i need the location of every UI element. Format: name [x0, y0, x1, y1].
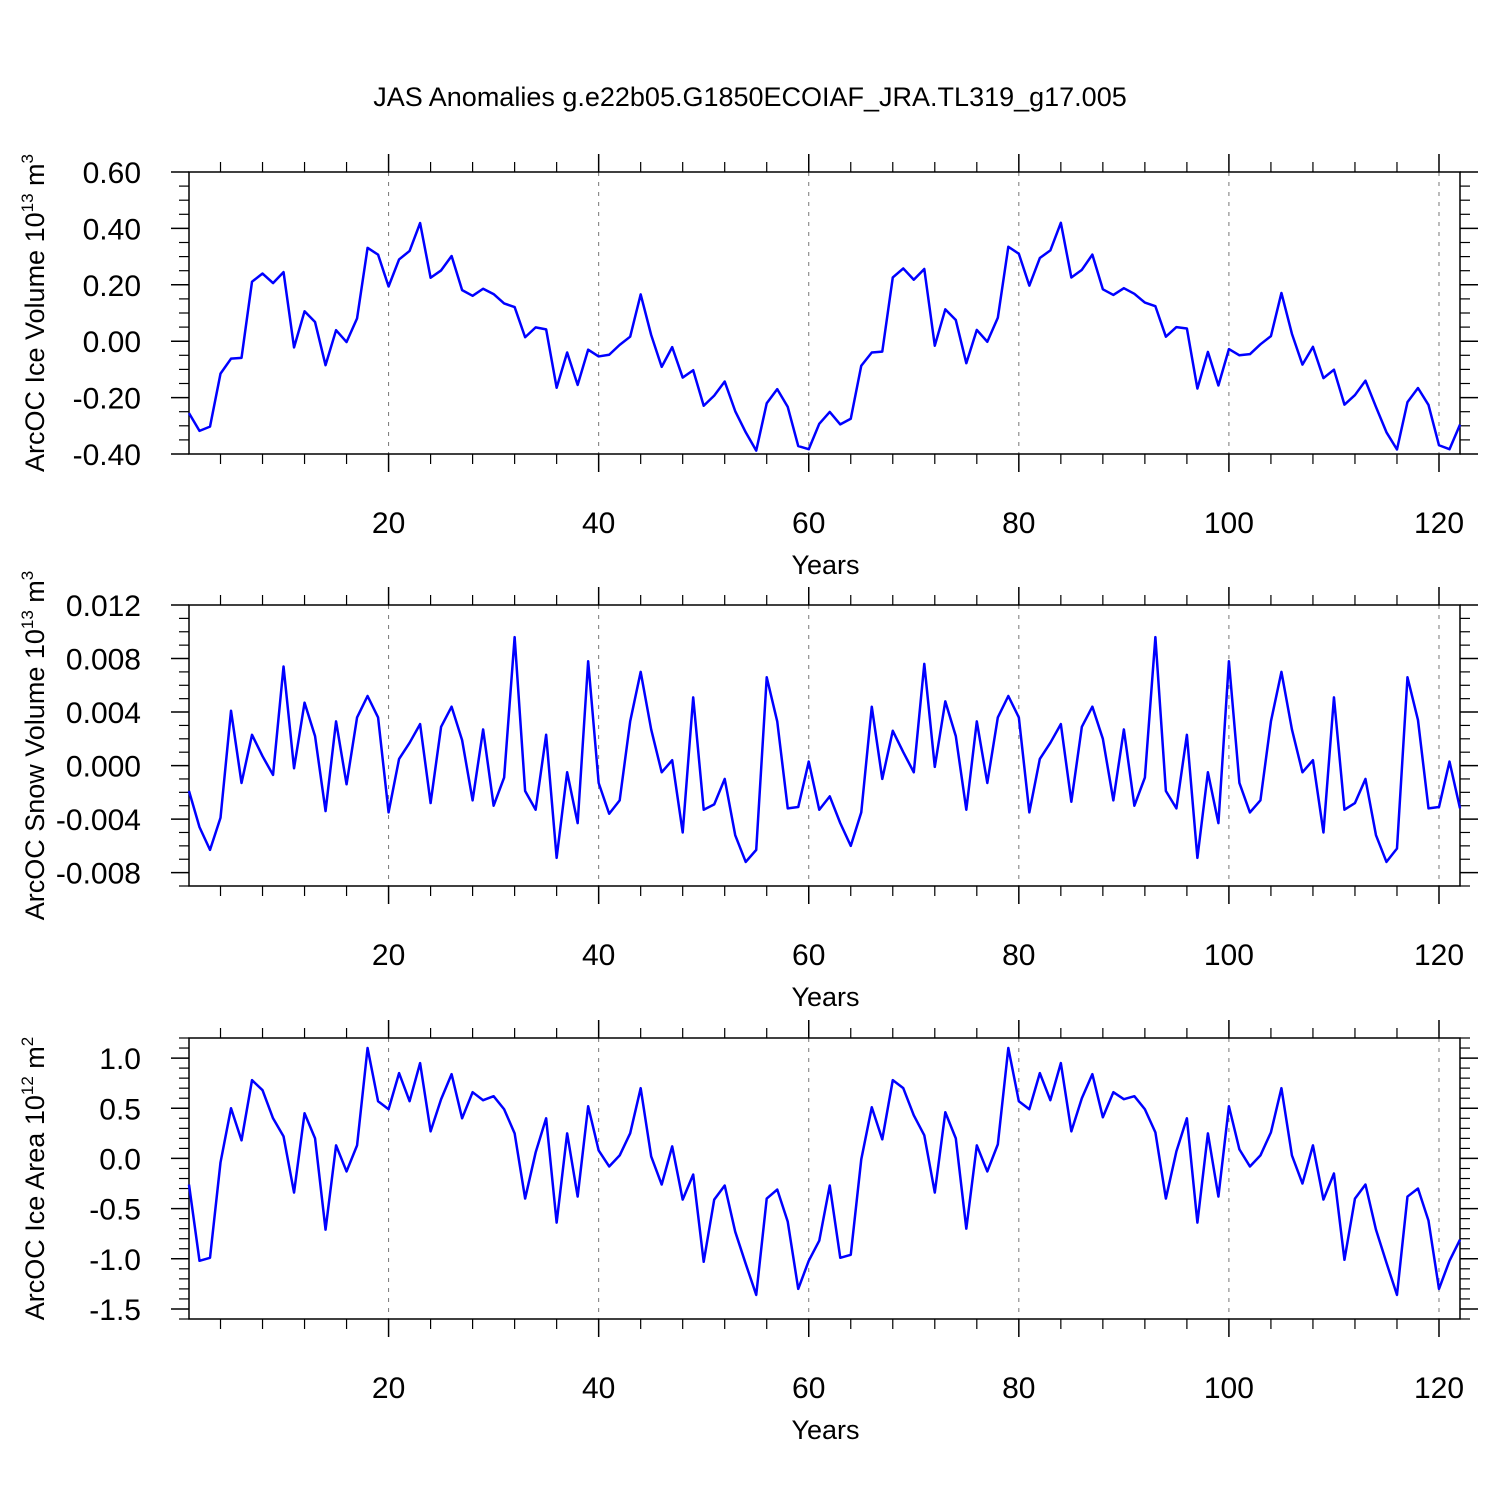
y-tick-label: 0.00 [83, 326, 141, 359]
series-line-ice-area [187, 1046, 1462, 1297]
x-tick-label: 60 [792, 507, 825, 540]
y-axis-label-main: ArcOC Snow Volume 10 [20, 629, 50, 920]
panel-ice-area: 20 40 60 80 100 120 -1.5 -1.0 -0.5 0.0 0.5 1.0 Years… [18, 1020, 1478, 1445]
y-tick-label: -1.5 [89, 1294, 141, 1327]
plot-frame [188, 171, 1461, 455]
x-tick-label: 20 [372, 507, 405, 540]
y-tick-label: -0.20 [73, 383, 141, 416]
y-tick-label: 0.20 [83, 270, 141, 303]
panel-snow-volume: 20 40 60 80 100 120 -0.008 -0.004 0.000 0.004 0.00… [18, 571, 1478, 1012]
y-tick-label: -0.004 [56, 804, 141, 837]
x-tick-label: 60 [792, 1372, 825, 1405]
y-tick-label: -1.0 [89, 1244, 141, 1277]
y-tick-label: 1.0 [99, 1043, 141, 1076]
y-tick-label: 0.60 [83, 157, 141, 190]
x-tick-label: 40 [582, 507, 615, 540]
y-tick-label: 0.000 [66, 751, 141, 784]
y-axis-label-unit: m [20, 163, 50, 193]
plot-frame [188, 1037, 1461, 1320]
x-axis-label: Years [791, 550, 859, 580]
y-tick-label: -0.008 [56, 858, 141, 891]
y-axis-label-unit: m [20, 1046, 50, 1076]
series-line-ice-volume [187, 221, 1462, 452]
y-axis-label-exp: 13 [18, 193, 37, 212]
x-tick-label: 80 [1002, 1372, 1035, 1405]
y-tick-label: 0.0 [99, 1143, 141, 1176]
y-tick-label: 0.004 [66, 697, 141, 730]
x-tick-label: 80 [1002, 939, 1035, 972]
y-axis-label-unit: m [20, 580, 50, 610]
chart-title: JAS Anomalies g.e22b05.G1850ECOIAF_JRA.T… [373, 82, 1126, 112]
y-tick-label: 0.012 [66, 590, 141, 623]
series-line-snow-volume [187, 635, 1462, 864]
y-axis-label: ArcOC Snow Volume 1013 m3 [18, 571, 50, 921]
x-tick-label: 100 [1204, 507, 1254, 540]
y-axis-label-unit-exp: 3 [18, 154, 37, 163]
y-tick-label: -0.5 [89, 1194, 141, 1227]
y-axis-label-main: ArcOC Ice Volume 10 [20, 212, 50, 472]
panel-ice-volume: 20 40 60 80 100 120 -0.40 -0.20 0.00 0.20 0.40 0.60… [18, 154, 1478, 580]
x-tick-label: 40 [582, 1372, 615, 1405]
x-tick-label: 100 [1204, 1372, 1254, 1405]
plot-frame [188, 604, 1461, 887]
x-tick-label: 120 [1414, 939, 1464, 972]
x-tick-label: 20 [372, 939, 405, 972]
y-tick-label: 0.40 [83, 213, 141, 246]
y-axis-label: ArcOC Ice Volume 1013 m3 [18, 154, 50, 472]
x-axis-label: Years [791, 1415, 859, 1445]
x-tick-label: 120 [1414, 507, 1464, 540]
y-tick-label: 0.5 [99, 1093, 141, 1126]
y-axis-label-unit-exp: 2 [18, 1037, 37, 1046]
y-tick-label: -0.40 [73, 439, 141, 472]
y-axis-label-exp: 13 [18, 610, 37, 629]
y-tick-label: 0.008 [66, 644, 141, 677]
x-tick-label: 60 [792, 939, 825, 972]
x-tick-label: 20 [372, 1372, 405, 1405]
y-axis-label-unit-exp: 3 [18, 571, 37, 580]
y-axis-label-exp: 12 [18, 1076, 37, 1095]
x-axis-label: Years [791, 982, 859, 1012]
x-tick-label: 120 [1414, 1372, 1464, 1405]
y-axis-label: ArcOC Ice Area 1012 m2 [18, 1037, 50, 1321]
x-tick-label: 40 [582, 939, 615, 972]
y-axis-label-main: ArcOC Ice Area 10 [20, 1095, 50, 1320]
x-tick-label: 100 [1204, 939, 1254, 972]
x-tick-label: 80 [1002, 507, 1035, 540]
